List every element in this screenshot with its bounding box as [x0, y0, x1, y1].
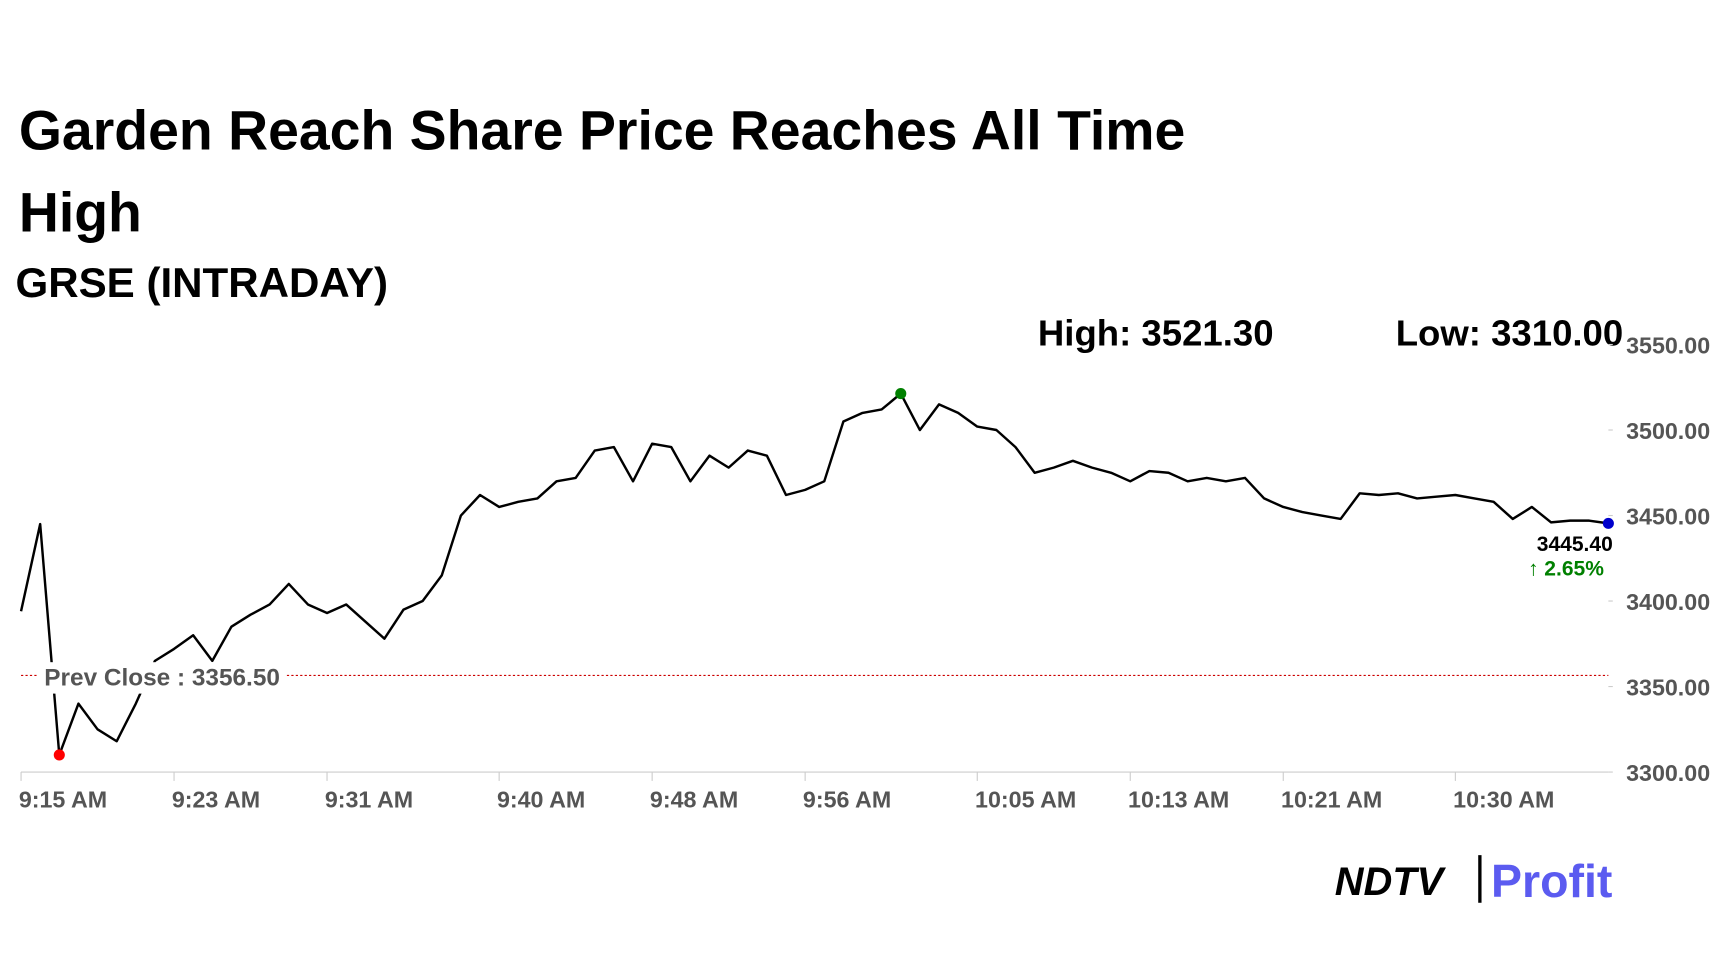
high-label: High: 3521.30: [1038, 313, 1274, 354]
price-line: [19, 392, 1609, 757]
brand-profit: Profit: [1491, 855, 1612, 907]
change-label: ↑ 2.65%: [1528, 557, 1604, 580]
brand-logo: NDTV Profit: [1335, 855, 1612, 907]
y-tick-label: 3350.00: [1626, 674, 1710, 700]
y-tick-label: 3550.00: [1626, 332, 1710, 358]
chart-title: Garden Reach Share Price Reaches All Tim…: [19, 100, 1185, 244]
brand-ndtv: NDTV: [1335, 860, 1447, 904]
x-tick-label: 9:15 AM: [19, 787, 107, 813]
y-tick-label: 3450.00: [1626, 503, 1710, 529]
title-line: High: [19, 182, 142, 244]
low-label: Low: 3310.00: [1396, 313, 1624, 354]
x-tick-label: 9:31 AM: [325, 787, 413, 813]
prev-close-label-bg: [37, 662, 287, 694]
x-tick-label: 9:23 AM: [172, 787, 260, 813]
last-marker: [1602, 517, 1614, 529]
high-marker: [895, 388, 907, 400]
x-tick-label: 9:40 AM: [497, 787, 585, 813]
x-tick-label: 9:56 AM: [803, 787, 891, 813]
last-price-label: 3445.40: [1537, 533, 1613, 556]
y-tick-label: 3300.00: [1626, 760, 1710, 786]
x-tick-label: 10:30 AM: [1453, 787, 1554, 813]
prev-close-label: Prev Close : 3356.50: [44, 664, 280, 691]
x-tick-label: 10:13 AM: [1128, 787, 1229, 813]
y-tick-label: 3500.00: [1626, 418, 1710, 444]
chart-subtitle: GRSE (INTRADAY): [16, 259, 388, 306]
x-tick-label: 10:05 AM: [975, 787, 1076, 813]
x-tick-label: 9:48 AM: [650, 787, 738, 813]
title-line: Garden Reach Share Price Reaches All Tim…: [19, 100, 1185, 162]
x-tick-label: 10:21 AM: [1281, 787, 1382, 813]
y-tick-label: 3400.00: [1626, 589, 1710, 615]
low-marker: [53, 749, 65, 761]
